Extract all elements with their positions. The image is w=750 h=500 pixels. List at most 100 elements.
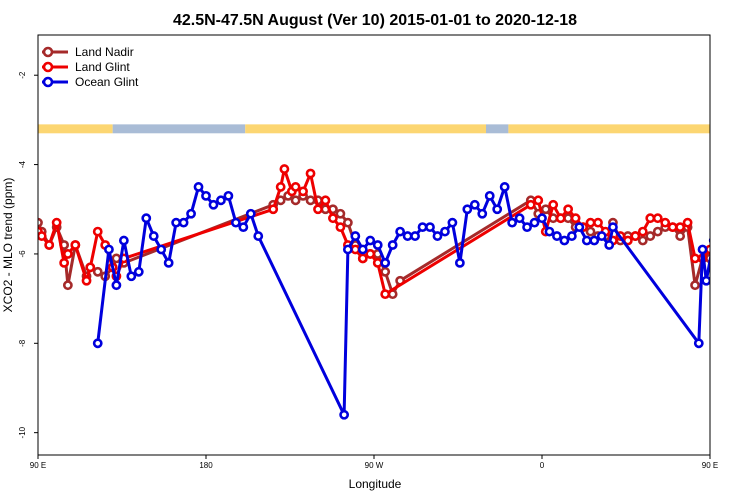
data-point bbox=[432, 231, 443, 241]
data-point bbox=[492, 204, 503, 215]
x-axis-ticks: 90 E 180 90 W 0 90 E bbox=[30, 455, 718, 470]
data-point bbox=[350, 231, 361, 241]
data-point bbox=[70, 240, 81, 250]
data-point bbox=[156, 244, 167, 255]
data-point bbox=[342, 244, 353, 255]
x-tick-label: 0 bbox=[540, 461, 545, 470]
data-point bbox=[447, 217, 458, 228]
data-point bbox=[454, 257, 465, 268]
data-point bbox=[690, 253, 700, 264]
data-point bbox=[290, 195, 301, 206]
legend-label: Land Nadir bbox=[75, 45, 134, 59]
data-point bbox=[690, 280, 700, 291]
data-point bbox=[133, 266, 144, 277]
data-point bbox=[92, 226, 103, 237]
data-point bbox=[725, 273, 732, 280]
legend-item: Land Nadir bbox=[42, 45, 134, 59]
data-point bbox=[380, 289, 391, 300]
data-point bbox=[708, 237, 710, 244]
data-point bbox=[570, 213, 581, 224]
data-point bbox=[38, 231, 47, 241]
data-point bbox=[701, 275, 710, 286]
data-point bbox=[725, 232, 732, 239]
data-point bbox=[268, 204, 279, 215]
data-point bbox=[85, 262, 96, 273]
data-point bbox=[718, 268, 725, 275]
data-point bbox=[708, 259, 710, 267]
data-point bbox=[275, 182, 286, 192]
data-point bbox=[417, 222, 428, 233]
data-point bbox=[350, 244, 361, 255]
data-point bbox=[44, 240, 55, 250]
data-point bbox=[339, 409, 350, 420]
data-point bbox=[725, 215, 732, 222]
data-point bbox=[718, 264, 725, 271]
data-point bbox=[111, 253, 122, 264]
data-point bbox=[652, 226, 663, 237]
data-point bbox=[118, 235, 129, 246]
data-point bbox=[555, 213, 566, 224]
data-point bbox=[596, 231, 607, 241]
data-point bbox=[693, 338, 704, 349]
data-point bbox=[667, 222, 678, 233]
data-point bbox=[462, 204, 473, 215]
data-point bbox=[740, 259, 747, 266]
y-tick-label: -4 bbox=[18, 160, 27, 168]
legend-label: Ocean Glint bbox=[75, 75, 139, 89]
data-point bbox=[682, 217, 693, 228]
data-point bbox=[372, 257, 383, 268]
data-point bbox=[645, 213, 656, 224]
data-point bbox=[372, 240, 383, 250]
data-point bbox=[380, 266, 391, 277]
data-point bbox=[559, 235, 570, 246]
data-point bbox=[238, 222, 249, 233]
data-point bbox=[708, 277, 710, 284]
data-point bbox=[313, 204, 323, 215]
data-point bbox=[733, 232, 740, 239]
data-point bbox=[186, 208, 196, 219]
y-tick-label: -10 bbox=[18, 426, 27, 438]
data-point bbox=[320, 195, 331, 206]
data-point bbox=[230, 217, 241, 228]
data-point bbox=[537, 213, 547, 224]
data-point bbox=[111, 280, 122, 291]
data-point bbox=[298, 186, 308, 197]
data-point bbox=[342, 217, 353, 228]
data-point bbox=[469, 199, 480, 210]
data-point bbox=[529, 217, 540, 228]
data-point bbox=[440, 226, 450, 237]
data-point bbox=[163, 257, 174, 268]
legend-item: Land Glint bbox=[42, 60, 130, 74]
series-land-glint bbox=[38, 164, 732, 300]
data-point bbox=[585, 217, 596, 228]
data-point bbox=[380, 257, 391, 268]
data-point bbox=[740, 246, 747, 253]
bar-segment-land bbox=[245, 124, 486, 134]
data-point bbox=[675, 231, 686, 241]
y-tick-label: -6 bbox=[18, 250, 27, 258]
data-point bbox=[697, 244, 708, 255]
chart-title: 42.5N-47.5N August (Ver 10) 2015-01-01 t… bbox=[173, 12, 577, 29]
data-point bbox=[92, 266, 103, 277]
data-point bbox=[563, 213, 574, 224]
data-point bbox=[178, 217, 189, 228]
legend-swatch-marker bbox=[42, 61, 54, 73]
data-point bbox=[507, 217, 518, 228]
data-point bbox=[387, 240, 398, 250]
data-point bbox=[581, 235, 592, 246]
data-point bbox=[365, 235, 376, 246]
y-tick-label: -2 bbox=[18, 71, 27, 79]
data-point bbox=[171, 217, 182, 228]
data-point bbox=[652, 213, 663, 224]
data-point bbox=[552, 231, 562, 241]
y-tick-label: -8 bbox=[18, 339, 27, 347]
data-point bbox=[59, 257, 70, 268]
data-point bbox=[514, 213, 525, 224]
data-point bbox=[675, 222, 686, 233]
data-point bbox=[544, 226, 555, 237]
data-point bbox=[92, 338, 103, 349]
data-point bbox=[51, 217, 62, 228]
data-point bbox=[305, 168, 316, 179]
data-point bbox=[563, 204, 574, 215]
